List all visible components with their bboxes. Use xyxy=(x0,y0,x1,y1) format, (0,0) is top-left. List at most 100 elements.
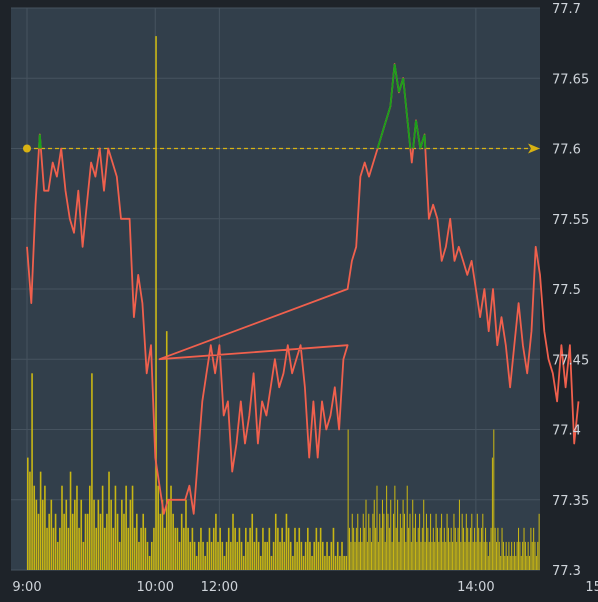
volume-bar xyxy=(501,527,503,570)
price-segment-above-ref xyxy=(393,64,400,93)
volume-bar xyxy=(112,527,115,570)
volume-bar xyxy=(519,541,521,570)
volume-bar xyxy=(114,485,117,570)
volume-bar xyxy=(410,541,412,570)
volume-bar xyxy=(494,527,496,570)
volume-bar xyxy=(354,541,356,570)
volume-bar xyxy=(487,555,489,570)
volume-bar xyxy=(103,527,106,570)
volume-bar xyxy=(446,513,448,570)
volume-bar xyxy=(165,331,168,570)
volume-bar xyxy=(133,527,136,570)
volume-bars xyxy=(27,36,540,571)
volume-bar xyxy=(469,527,471,570)
volume-bar xyxy=(272,541,275,570)
price-segment-above-ref xyxy=(412,120,417,149)
volume-bar xyxy=(52,527,55,570)
volume-bar xyxy=(348,527,351,570)
volume-bar xyxy=(526,555,528,570)
volume-bar xyxy=(409,513,411,570)
volume-bar xyxy=(406,485,408,570)
volume-bar xyxy=(419,513,421,570)
volume-bar xyxy=(529,555,531,570)
volume-bar xyxy=(146,541,149,570)
volume-bar xyxy=(375,527,377,570)
volume-bar xyxy=(384,541,386,570)
volume-bar xyxy=(266,541,269,570)
volume-bar xyxy=(423,499,425,570)
volume-bar xyxy=(436,527,438,570)
volume-bar xyxy=(339,555,341,570)
volume-bar xyxy=(523,527,525,570)
volume-bar xyxy=(259,555,262,570)
volume-bar xyxy=(44,485,46,570)
volume-bar xyxy=(307,527,309,570)
x-tick-label: 12:00 xyxy=(201,580,238,595)
y-tick-label: 77.6 xyxy=(552,143,581,158)
volume-bar xyxy=(157,485,159,570)
volume-bar xyxy=(435,513,437,570)
volume-bar xyxy=(225,541,228,570)
volume-bar xyxy=(361,541,363,570)
volume-bar xyxy=(270,555,273,570)
volume-bar xyxy=(464,541,466,570)
y-tick-label: 77.3 xyxy=(552,564,581,579)
volume-bar xyxy=(274,513,277,570)
price-segment-above-ref xyxy=(415,120,422,149)
volume-bar xyxy=(245,527,247,570)
volume-bar xyxy=(155,36,157,571)
volume-bar xyxy=(309,541,311,570)
x-tick-label: 9:00 xyxy=(12,580,41,595)
volume-bar xyxy=(159,513,162,570)
volume-bar xyxy=(227,527,230,570)
price-line xyxy=(26,63,580,515)
volume-bar xyxy=(535,555,537,570)
volume-bar xyxy=(195,555,198,570)
volume-bar xyxy=(386,485,388,570)
volume-bar xyxy=(512,555,514,570)
volume-bar xyxy=(296,541,298,570)
x-tick-label: 14:00 xyxy=(457,580,494,595)
volume-bar xyxy=(268,527,271,570)
volume-bar xyxy=(362,513,364,570)
volume-bar xyxy=(123,513,125,570)
volume-bar xyxy=(178,541,181,570)
volume-bar xyxy=(524,541,526,570)
volume-bar xyxy=(212,527,215,570)
volume-bar xyxy=(63,513,65,570)
volume-bar xyxy=(82,541,85,570)
volume-bar xyxy=(341,541,343,570)
volume-bar xyxy=(176,527,179,570)
volume-bar xyxy=(387,513,389,570)
volume-bar xyxy=(350,541,352,570)
volume-bar xyxy=(413,527,415,570)
volume-bar xyxy=(454,527,456,570)
volume-bar xyxy=(438,541,440,570)
volume-bar xyxy=(498,541,500,570)
volume-bar xyxy=(472,541,474,570)
volume-bar xyxy=(468,541,470,570)
volume-bar xyxy=(247,541,249,570)
volume-bar xyxy=(50,499,53,570)
price-segment-above-ref xyxy=(389,64,396,107)
volume-bar xyxy=(200,527,202,570)
volume-bar xyxy=(240,541,243,570)
volume-bar xyxy=(317,541,320,570)
volume-bar xyxy=(483,541,485,570)
volume-bar xyxy=(381,499,384,570)
volume-bar xyxy=(163,527,166,570)
volume-bar xyxy=(138,541,140,570)
volume-bar xyxy=(33,485,36,570)
volume-bar xyxy=(399,513,401,570)
volume-bar xyxy=(99,513,102,570)
volume-bar xyxy=(486,541,488,570)
volume-bar xyxy=(439,527,441,570)
volume-bar xyxy=(453,513,455,570)
volume-bar xyxy=(490,527,492,570)
volume-bar xyxy=(365,499,367,570)
price-segment-above-ref xyxy=(406,120,412,149)
volume-bar xyxy=(234,527,236,570)
y-tick-label: 77.65 xyxy=(552,72,589,87)
volume-bar xyxy=(441,513,443,570)
volume-bar xyxy=(78,527,80,570)
